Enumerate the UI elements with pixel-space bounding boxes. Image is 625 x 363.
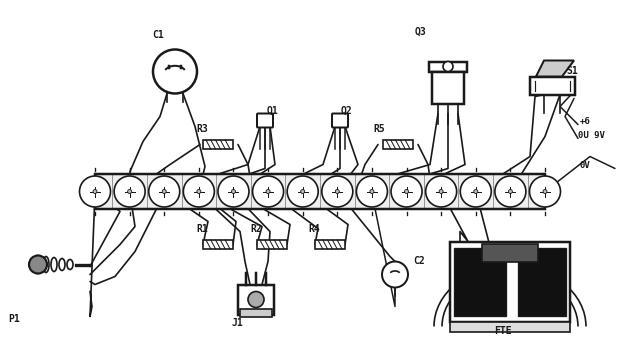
Circle shape <box>93 189 97 193</box>
Bar <box>238 285 274 314</box>
Circle shape <box>443 61 453 72</box>
Circle shape <box>474 189 478 193</box>
Circle shape <box>356 176 388 207</box>
Bar <box>454 248 506 315</box>
Circle shape <box>391 176 422 207</box>
Circle shape <box>322 176 352 207</box>
Circle shape <box>183 176 214 207</box>
Circle shape <box>426 176 457 207</box>
Ellipse shape <box>51 257 57 272</box>
Circle shape <box>439 189 443 193</box>
Bar <box>95 174 545 209</box>
Circle shape <box>370 189 374 193</box>
Circle shape <box>79 176 111 207</box>
Text: Q3: Q3 <box>415 26 427 37</box>
Bar <box>383 140 413 149</box>
Bar <box>529 77 574 94</box>
Circle shape <box>114 176 145 207</box>
Text: R2: R2 <box>250 224 262 234</box>
Bar <box>203 240 233 249</box>
Bar <box>203 140 233 149</box>
FancyBboxPatch shape <box>332 114 348 127</box>
Circle shape <box>335 189 339 193</box>
Circle shape <box>162 189 166 193</box>
Circle shape <box>197 189 201 193</box>
Text: R3: R3 <box>196 125 208 135</box>
Polygon shape <box>536 61 574 77</box>
Text: 0U 9V: 0U 9V <box>578 131 605 140</box>
Bar <box>315 240 345 249</box>
Circle shape <box>460 176 491 207</box>
Circle shape <box>508 189 512 193</box>
FancyBboxPatch shape <box>257 114 273 127</box>
Circle shape <box>382 261 408 287</box>
Text: Q2: Q2 <box>341 106 352 115</box>
Bar <box>257 240 287 249</box>
Text: P1: P1 <box>8 314 20 323</box>
Circle shape <box>29 256 47 273</box>
Bar <box>429 61 467 72</box>
Circle shape <box>288 176 318 207</box>
Circle shape <box>127 189 132 193</box>
Bar <box>482 244 538 261</box>
Bar <box>432 72 464 103</box>
Bar <box>450 322 570 331</box>
Text: +6: +6 <box>580 118 591 126</box>
Circle shape <box>543 189 547 193</box>
Circle shape <box>529 176 561 207</box>
Ellipse shape <box>67 260 73 269</box>
Circle shape <box>231 189 236 193</box>
Circle shape <box>253 176 284 207</box>
Text: R4: R4 <box>308 224 320 234</box>
Text: C2: C2 <box>413 257 425 266</box>
Ellipse shape <box>35 256 41 273</box>
Circle shape <box>149 176 180 207</box>
Ellipse shape <box>59 258 65 270</box>
Text: R1: R1 <box>196 224 208 234</box>
Ellipse shape <box>43 257 49 273</box>
Text: J1: J1 <box>232 318 244 329</box>
Text: C1: C1 <box>152 30 164 41</box>
Bar <box>518 248 566 315</box>
Text: R5: R5 <box>373 125 385 135</box>
Circle shape <box>218 176 249 207</box>
Text: S1: S1 <box>566 66 578 77</box>
Circle shape <box>266 189 270 193</box>
Bar <box>450 241 570 322</box>
Text: FTE: FTE <box>494 326 512 337</box>
Text: 0V: 0V <box>580 162 591 171</box>
Bar <box>240 309 272 317</box>
Circle shape <box>153 49 197 94</box>
Circle shape <box>404 189 409 193</box>
Circle shape <box>495 176 526 207</box>
Text: Q1: Q1 <box>267 106 279 115</box>
Circle shape <box>248 291 264 307</box>
Circle shape <box>301 189 305 193</box>
